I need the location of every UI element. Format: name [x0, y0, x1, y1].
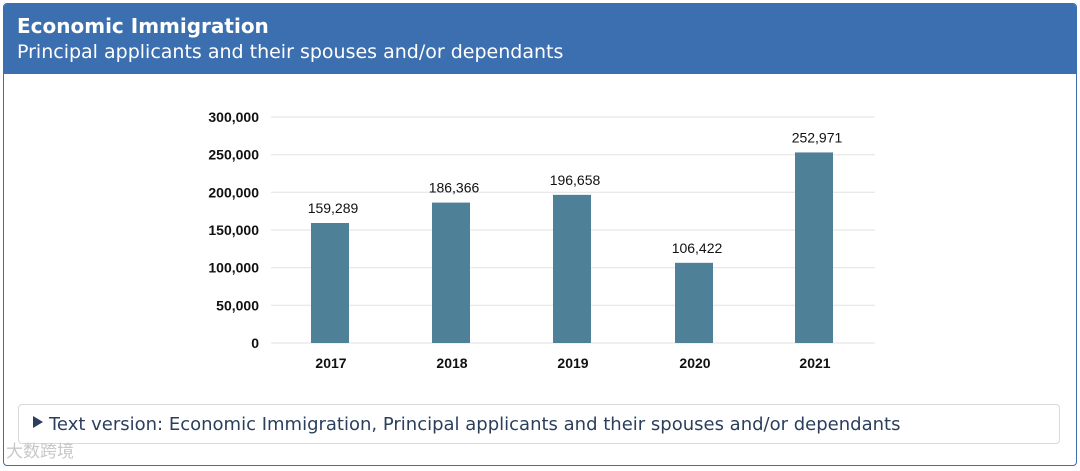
y-tick-label: 0	[251, 335, 259, 351]
data-label-2020: 106,422	[672, 240, 723, 256]
y-tick-label: 50,000	[216, 297, 259, 313]
bar-2021	[795, 152, 833, 343]
text-version-toggle[interactable]: Text version: Economic Immigration, Prin…	[18, 404, 1060, 444]
y-tick-label: 250,000	[208, 147, 259, 163]
x-tick-label: 2019	[557, 355, 588, 371]
bar-2020	[675, 262, 713, 343]
chart-data-labels: 159,289 186,366 196,658 106,422 252,971	[308, 129, 843, 255]
y-tick-label: 100,000	[208, 260, 259, 276]
chart-bars	[311, 152, 833, 343]
data-label-2019: 196,658	[550, 172, 601, 188]
y-tick-label: 150,000	[208, 222, 259, 238]
chart-panel: Economic Immigration Principal applicant…	[3, 3, 1077, 466]
panel-header: Economic Immigration Principal applicant…	[4, 4, 1076, 74]
x-tick-label: 2020	[679, 355, 710, 371]
data-label-2021: 252,971	[792, 129, 843, 145]
data-label-2017: 159,289	[308, 200, 359, 216]
x-tick-label: 2017	[315, 355, 346, 371]
chart-subtitle: Principal applicants and their spouses a…	[17, 41, 564, 63]
bar-2019	[553, 194, 591, 343]
watermark-logo: 大数跨境	[6, 442, 74, 462]
chart-title: Economic Immigration	[17, 14, 269, 38]
bar-2018	[432, 202, 470, 343]
x-axis-tick-labels: 2017 2018 2019 2020 2021	[315, 355, 830, 371]
y-tick-label: 300,000	[208, 109, 259, 125]
y-axis-tick-labels: 0 50,000 100,000 150,000 200,000 250,000 300,0…	[208, 109, 259, 351]
y-tick-label: 200,000	[208, 184, 259, 200]
x-tick-label: 2021	[799, 355, 830, 371]
text-version-label: Text version: Economic Immigration, Prin…	[49, 414, 901, 435]
expand-arrow-icon	[33, 416, 43, 428]
x-tick-label: 2018	[436, 355, 467, 371]
bar-2017	[311, 223, 349, 343]
data-label-2018: 186,366	[429, 180, 480, 196]
bar-chart: 0 50,000 100,000 150,000 200,000 250,000 300,0…	[208, 109, 875, 371]
